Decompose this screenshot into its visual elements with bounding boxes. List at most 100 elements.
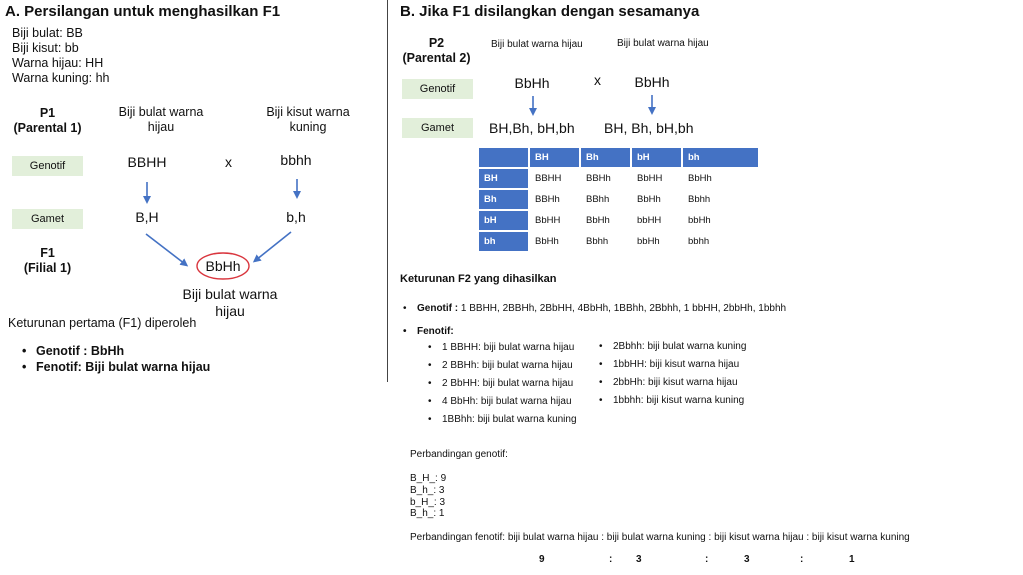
parent1-phenotype: Biji bulat warna <box>118 105 204 119</box>
punnett-cell: BBHH <box>530 169 579 188</box>
punnett-square: BH Bh bH bh BH BBHH BBHh BbHH BbHh Bh BB… <box>477 146 760 253</box>
p1-sublabel: (Parental 1) <box>13 121 82 135</box>
legend-item: Warna hijau: HH <box>12 56 104 70</box>
cross-symbol: x <box>225 154 232 170</box>
legend-item: Biji kisut: bb <box>12 41 79 55</box>
punnett-row: bh BbHh Bbhh bbHh bbhh <box>479 232 758 251</box>
legend-item: Warna kuning: hh <box>12 71 110 85</box>
parent1-gamete: B,H <box>135 209 159 225</box>
phenotype-ratio-label: Perbandingan fenotif: biji bulat warna h… <box>410 532 910 543</box>
genotype-ratio-item: b_H_: 3 <box>410 497 446 508</box>
genotype-ratio-label: Perbandingan genotif: <box>410 449 508 460</box>
summary-phenotype: Fenotif: Biji bulat warna hijau <box>22 360 210 374</box>
punnett-cell: bbHH <box>632 211 681 230</box>
punnett-cell: BbHh <box>581 211 630 230</box>
punnett-cell: BbHH <box>530 211 579 230</box>
p2-label: P2 <box>428 36 445 50</box>
genotif-label: Genotif <box>12 156 83 176</box>
phenotype-item: 2Bbhh: biji bulat warna kuning <box>599 341 746 352</box>
phenotype-item: 2 BBHh: biji bulat warna hijau <box>428 360 573 371</box>
punnett-col-header: bh <box>683 148 758 167</box>
f1-sublabel: (Filial 1) <box>23 261 72 275</box>
gamet-label: Gamet <box>12 209 83 229</box>
f1-phenotype-line2: hijau <box>215 303 245 319</box>
cross-symbol-2: x <box>594 72 601 88</box>
f2-genotype-line: Genotif : 1 BBHH, 2BBHh, 2BbHH, 4BbHh, 1… <box>403 303 787 314</box>
punnett-cell: BBhh <box>581 190 630 209</box>
section-a-title: A. Persilangan untuk menghasilkan F1 <box>5 3 281 20</box>
arrow-diagonal-icon <box>252 231 292 263</box>
legend-item: Biji bulat: BB <box>12 26 83 40</box>
punnett-corner <box>479 148 528 167</box>
f2-genotype-values: 1 BBHH, 2BBHh, 2BbHH, 4BbHh, 1BBhh, 2Bbh… <box>458 303 787 314</box>
punnett-row-header: Bh <box>479 190 528 209</box>
ratio-separator: : <box>705 554 709 565</box>
punnett-col-header: BH <box>530 148 579 167</box>
genotype-ratio-item: B_h_: 1 <box>410 508 445 519</box>
punnett-cell: BbHH <box>632 169 681 188</box>
punnett-cell: bbHh <box>632 232 681 251</box>
f1-phenotype: Biji bulat warna <box>182 286 278 302</box>
punnett-row-header: bH <box>479 211 528 230</box>
genotype-2: BbHh <box>634 74 670 90</box>
punnett-cell: BBHh <box>530 190 579 209</box>
ratio-separator: : <box>800 554 804 565</box>
phenotype-item: 2 BbHH: biji bulat warna hijau <box>428 378 573 389</box>
p1-label: P1 <box>39 106 56 120</box>
parent1-phenotype-line2: hijau <box>147 120 175 134</box>
left-arrows <box>143 179 301 280</box>
genotype-ratio-item: B_H_: 9 <box>410 473 447 484</box>
ratio-value: 3 <box>744 554 750 565</box>
ratio-separator: : <box>609 554 613 565</box>
gamet-label-2: Gamet <box>402 118 473 138</box>
f1-offspring-intro: Keturunan pertama (F1) diperoleh <box>8 316 197 330</box>
f2-phenotype-label: Fenotif: <box>403 326 454 337</box>
punnett-cell: BBHh <box>581 169 630 188</box>
f2-heading: Keturunan F2 yang dihasilkan <box>400 273 557 285</box>
f1-highlight-circle <box>196 252 250 280</box>
parent-phenotype-2: Biji bulat warna hijau <box>617 38 709 49</box>
right-arrows <box>529 95 656 116</box>
summary-genotype: Genotif : BbHh <box>22 344 124 358</box>
punnett-row: Bh BBHh BBhh BbHh Bbhh <box>479 190 758 209</box>
gametes-1: BH,Bh, bH,bh <box>489 120 575 136</box>
genotype-1: BbHh <box>514 75 550 91</box>
gametes-2: BH, Bh, bH,bh <box>604 120 694 136</box>
section-b-title: B. Jika F1 disilangkan dengan sesamanya <box>400 3 700 20</box>
panel-divider <box>387 0 388 382</box>
punnett-cell: BbHh <box>530 232 579 251</box>
punnett-col-header: bH <box>632 148 681 167</box>
p2-sublabel: (Parental 2) <box>402 51 471 65</box>
f1-genotype: BbHh <box>205 258 241 274</box>
genotype-ratio-item: B_h_: 3 <box>410 485 445 496</box>
parent2-gamete: b,h <box>286 209 306 225</box>
arrow-diagonal-icon <box>145 233 189 267</box>
parent2-phenotype-line2: kuning <box>289 120 327 134</box>
genotif-label-2: Genotif <box>402 79 473 99</box>
f2-genotype-label: Genotif : <box>417 303 459 314</box>
parent1-genotype: BBHH <box>127 154 167 170</box>
punnett-row-header: BH <box>479 169 528 188</box>
ratio-value: 9 <box>539 554 545 565</box>
punnett-cell: Bbhh <box>581 232 630 251</box>
phenotype-item: 1 BBHH: biji bulat warna hijau <box>428 342 574 353</box>
parent2-genotype: bbhh <box>280 152 312 168</box>
parent-phenotype-1: Biji bulat warna hijau <box>491 39 583 50</box>
ratio-value: 1 <box>849 554 855 565</box>
ratio-value: 3 <box>636 554 642 565</box>
punnett-row: BH BBHH BBHh BbHH BbHh <box>479 169 758 188</box>
phenotype-item: 1bbHH: biji kisut warna hijau <box>599 359 739 370</box>
phenotype-item: 4 BbHh: biji bulat warna hijau <box>428 396 571 407</box>
punnett-col-header: Bh <box>581 148 630 167</box>
phenotype-item: 2bbHh: biji kisut warna hijau <box>599 377 737 388</box>
punnett-row-header: bh <box>479 232 528 251</box>
punnett-cell: BbHh <box>683 169 758 188</box>
punnett-row: bH BbHH BbHh bbHH bbHh <box>479 211 758 230</box>
f1-label: F1 <box>40 246 55 260</box>
parent2-phenotype: Biji kisut warna <box>266 105 350 119</box>
punnett-cell: BbHh <box>632 190 681 209</box>
phenotype-item: 1BBhh: biji bulat warna kuning <box>428 414 576 425</box>
punnett-header-row: BH Bh bH bh <box>479 148 758 167</box>
phenotype-item: 1bbhh: biji kisut warna kuning <box>599 395 744 406</box>
punnett-cell: bbhh <box>683 232 758 251</box>
